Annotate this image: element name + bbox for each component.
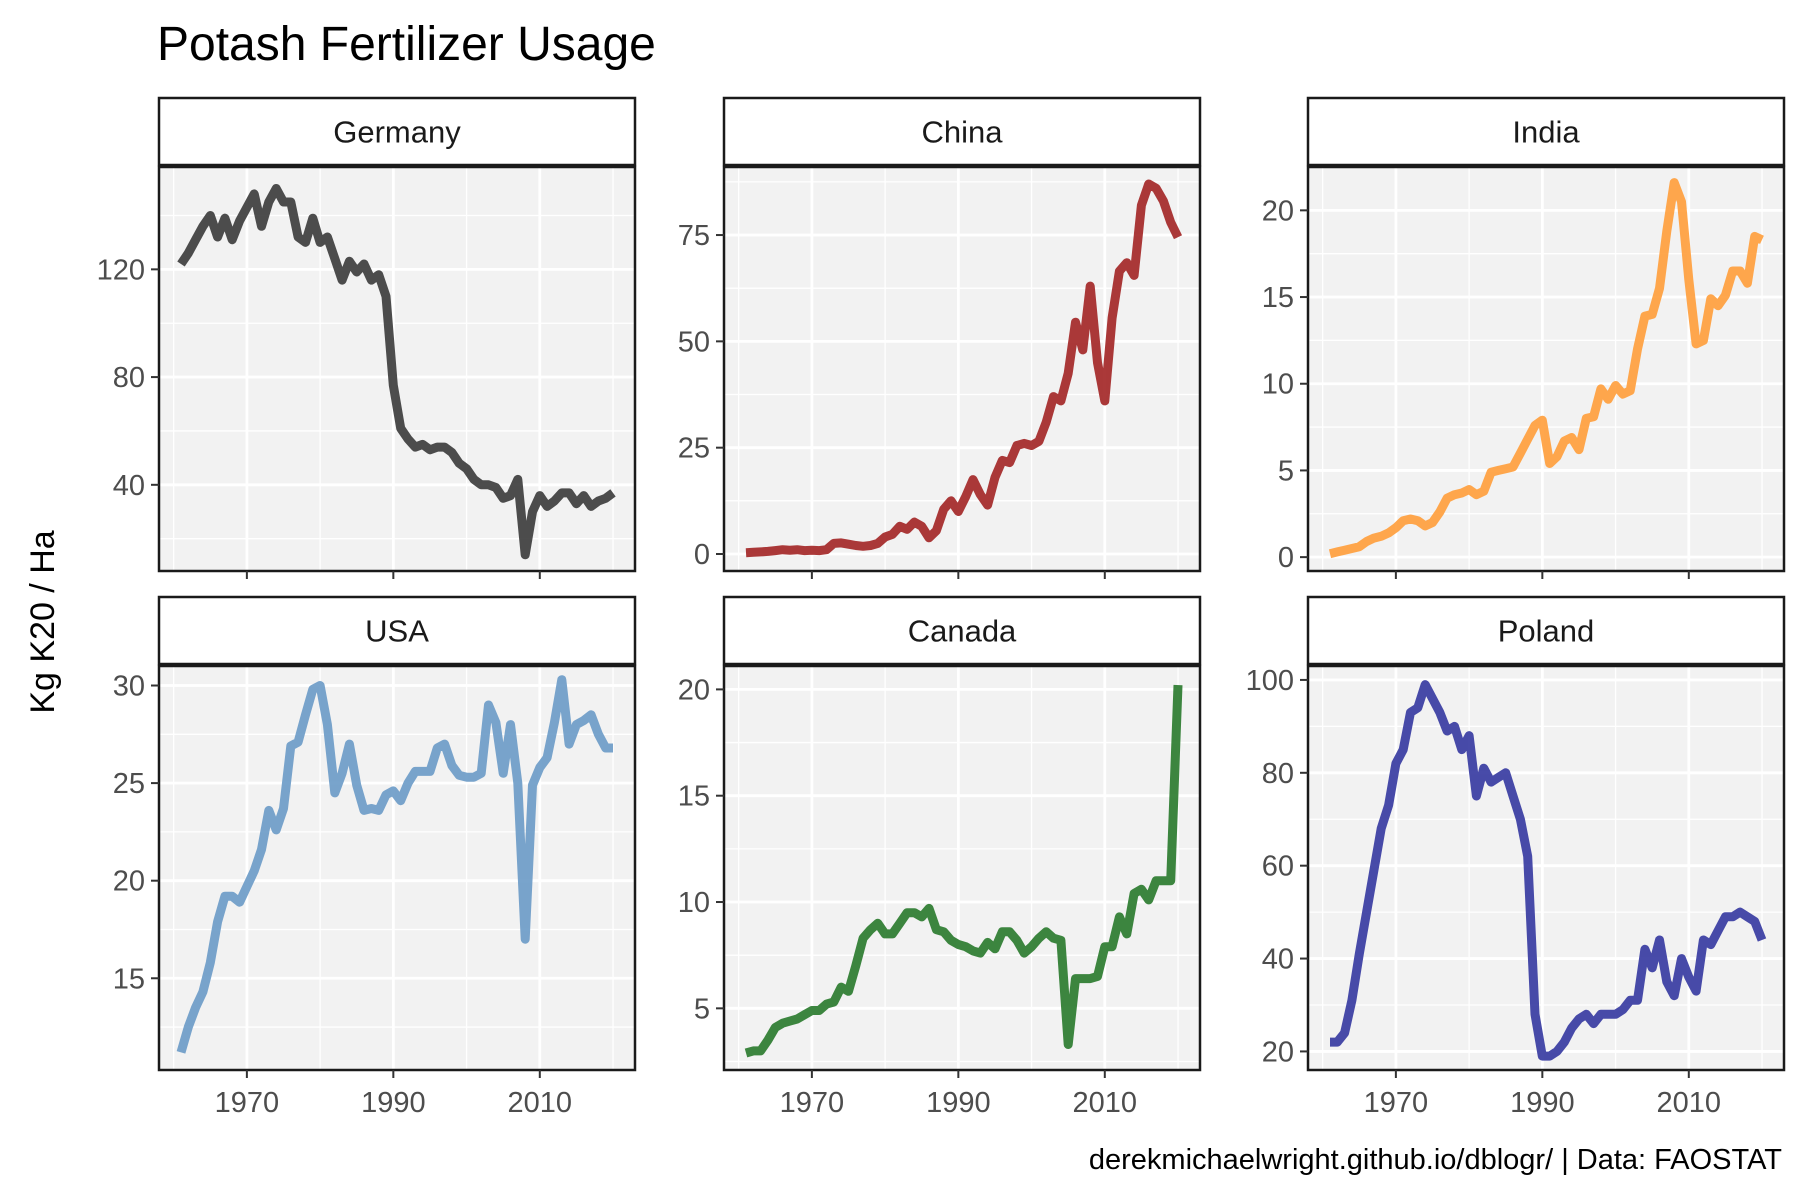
y-tick-label-usa: 30 [113,671,145,703]
x-tick-label-poland: 1990 [1510,1087,1575,1119]
strip-india [1306,96,1786,167]
y-tick-label-poland: 60 [1262,851,1294,883]
y-tick-label-poland: 40 [1262,944,1294,976]
y-tick-label-poland: 20 [1262,1036,1294,1068]
panel-border-china [722,165,1202,573]
strip-canada [722,595,1202,666]
series-line-usa [176,675,613,1054]
y-tick-label-china: 75 [678,220,710,252]
y-tick-label-canada: 10 [678,887,710,919]
y-tick-label-canada: 15 [678,781,710,813]
panel-border-canada [722,664,1202,1072]
panel-border-india [1306,165,1786,573]
strip-china [722,96,1202,167]
y-tick-label-china: 0 [694,539,710,571]
x-tick-label-canada: 2010 [1073,1087,1138,1119]
y-tick-label-poland: 80 [1262,758,1294,790]
strip-label-canada: Canada [908,614,1017,649]
facet-panels: Germany4080120China0255075India05101520U… [97,96,1786,1119]
x-tick-label-canada: 1990 [926,1087,991,1119]
y-tick-label-china: 50 [678,326,710,358]
chart-caption: derekmichaelwright.github.io/dblogr/ | D… [1089,1144,1782,1176]
y-tick-label-india: 10 [1262,369,1294,401]
panel-germany: Germany 40 80 120 [97,96,637,579]
series-line-india [1328,178,1764,559]
panel-usa: USA 15 20 25 30 1970 1990 2010 [113,595,637,1119]
y-tick-label-india: 15 [1262,282,1294,314]
x-tick-label-poland: 1970 [1364,1087,1429,1119]
x-tick-label-usa: 2010 [508,1087,573,1119]
y-tick-label-india: 20 [1262,195,1294,227]
panel-background-india [1308,167,1784,571]
strip-label-india: India [1512,115,1580,150]
y-tick-label-germany: 120 [97,254,145,286]
series-line-germany [177,184,616,560]
x-tick-label-poland: 2010 [1657,1087,1722,1119]
y-tick-label-china: 25 [678,433,710,465]
y-tick-label-usa: 20 [113,866,145,898]
y-tick-label-usa: 15 [113,963,145,995]
panel-china: China 0 25 50 75 [678,96,1202,579]
strip-poland [1306,595,1786,666]
panel-canada: Canada 5 10 15 20 1970 1990 2010 [678,595,1202,1119]
y-tick-label-germany: 80 [113,362,145,394]
panel-border-poland [1306,664,1786,1072]
panel-border-germany [157,165,637,573]
x-tick-label-usa: 1970 [215,1087,280,1119]
chart-title: Potash Fertilizer Usage [157,18,656,71]
strip-label-china: China [922,115,1004,150]
y-tick-label-canada: 5 [694,993,710,1025]
y-tick-label-germany: 40 [113,470,145,502]
strip-germany [157,96,637,167]
series-line-canada [744,684,1183,1058]
series-line-poland [1330,680,1767,1061]
panel-poland: Poland 20 40 60 80 100 1970 1990 2010 [1246,595,1786,1119]
y-tick-label-usa: 25 [113,768,145,800]
panel-india: India 0 5 10 15 20 [1262,96,1786,579]
series-line-china [745,179,1183,558]
panel-border-usa [157,664,637,1072]
strip-usa [157,595,637,666]
panel-background-canada [724,666,1200,1070]
x-tick-label-usa: 1990 [361,1087,426,1119]
strip-label-germany: Germany [333,115,461,150]
y-tick-label-india: 0 [1278,542,1294,574]
panel-background-poland [1308,666,1784,1070]
strip-label-usa: USA [365,614,429,649]
y-tick-label-poland: 100 [1246,665,1294,697]
x-tick-label-canada: 1970 [780,1087,845,1119]
strip-label-poland: Poland [1498,614,1595,649]
y-tick-label-canada: 20 [678,674,710,706]
y-axis-label: Kg K20 / Ha [24,530,62,713]
y-tick-label-india: 5 [1278,455,1294,487]
